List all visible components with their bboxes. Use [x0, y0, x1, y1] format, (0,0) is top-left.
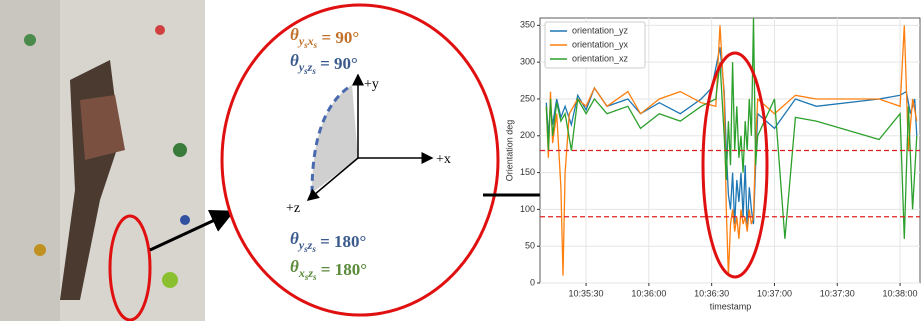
symbol: θ [290, 257, 299, 276]
subscript: s [303, 66, 308, 76]
symbol: θ [290, 51, 299, 70]
series-line [545, 47, 918, 232]
subscript: s [303, 244, 308, 254]
equals: = 90° [316, 54, 358, 73]
axis-z [306, 157, 359, 201]
photo [0, 0, 205, 321]
legend-label: orientation_yx [572, 39, 629, 49]
x-tick-label: 10:36:30 [694, 288, 729, 298]
y-tick-label: 100 [520, 204, 535, 214]
annotations: θysxs = 90°θyszs = 90°θyszs = 180°θxszs … [290, 25, 367, 282]
y-tick-label: 350 [520, 20, 535, 30]
formula: θxszs = 180° [290, 257, 367, 282]
subscript: s [313, 40, 318, 50]
subscript: s [311, 244, 316, 254]
highlight-ellipse [701, 51, 769, 279]
subscript: z [307, 266, 313, 280]
subscript: s [304, 272, 309, 282]
x-tick-label: 10:35:30 [569, 288, 604, 298]
y-tick-label: 200 [520, 130, 535, 140]
x-tick-label: 10:38:00 [883, 288, 918, 298]
series-line [545, 25, 918, 276]
series-line [545, 17, 918, 239]
equals: = 180° [317, 260, 368, 279]
symbol: θ [290, 25, 299, 44]
x-tick-label: 10:36:00 [631, 288, 666, 298]
subscript: z [307, 60, 313, 74]
y-tick-label: 300 [520, 57, 535, 67]
y-tick-label: 50 [525, 241, 535, 251]
x-tick-label: 10:37:30 [820, 288, 855, 298]
axis-label: +x [436, 152, 451, 167]
formula: θysxs = 90° [290, 25, 359, 50]
axis-label: +z [286, 201, 300, 216]
subscript: z [307, 238, 313, 252]
formula: θyszs = 180° [290, 229, 366, 254]
y-tick-label: 150 [520, 167, 535, 177]
y-tick-label: 250 [520, 93, 535, 103]
diagram-ellipse [220, 3, 500, 317]
subscript: x [307, 34, 314, 48]
arrow [149, 209, 235, 252]
chart: 0 50 100 150 200 250 300 350 10:35:30 10:36:00 10:… [504, 17, 921, 311]
x-axis-label: timestamp [710, 301, 752, 311]
angle-arc [310, 83, 353, 194]
y-tick-label: 0 [530, 277, 535, 287]
subscript: s [311, 66, 316, 76]
subscript: s [303, 40, 308, 50]
equals: = 90° [317, 28, 359, 47]
legend-box [544, 21, 646, 69]
axis-label: +y [364, 77, 379, 92]
subscript: y [297, 60, 305, 74]
y-axis-label: Orientation deg [504, 120, 514, 182]
subscript: y [297, 238, 305, 252]
legend-label: orientation_yz [572, 25, 629, 35]
angle-fill [312, 85, 358, 193]
x-tick-label: 10:37:00 [757, 288, 792, 298]
symbol: θ [290, 229, 299, 248]
subscript: s [312, 272, 317, 282]
legend-label: orientation_xz [572, 53, 629, 63]
equals: = 180° [316, 232, 367, 251]
subscript: x [298, 266, 305, 280]
formula: θyszs = 90° [290, 51, 358, 76]
subscript: y [297, 34, 305, 48]
